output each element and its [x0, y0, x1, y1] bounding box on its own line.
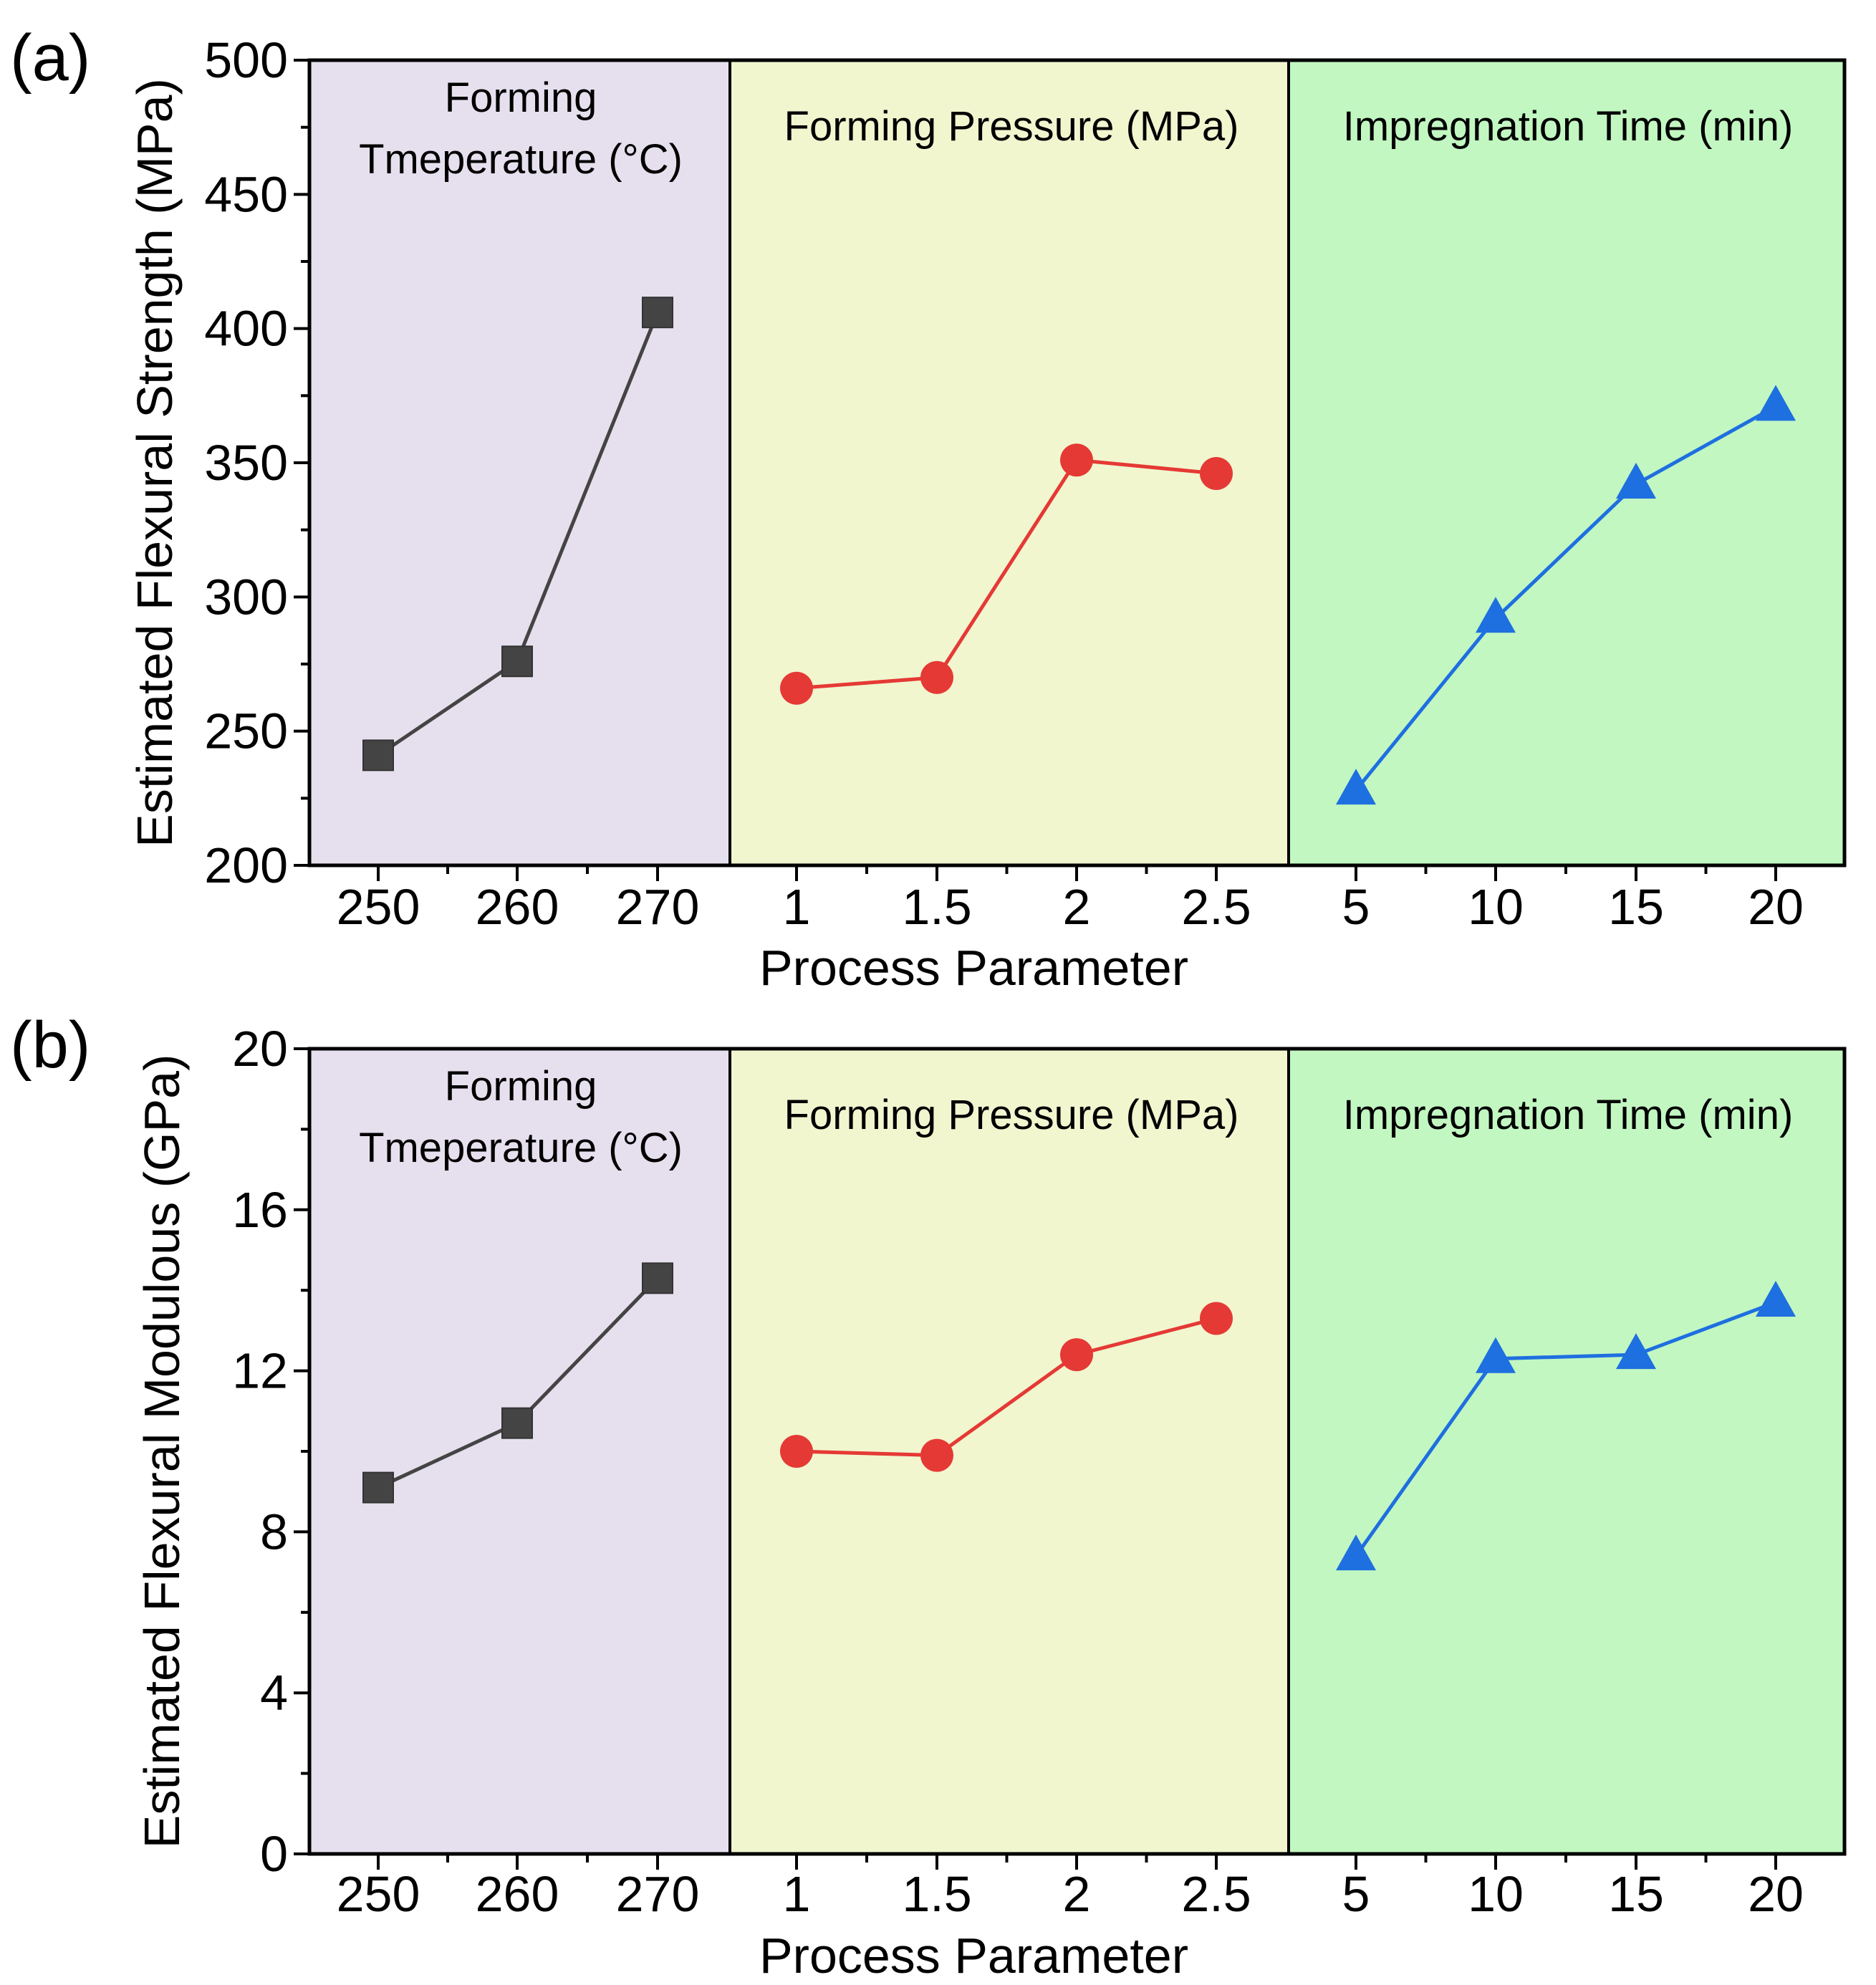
x-tick-label: 20: [1748, 879, 1804, 935]
data-point: [1616, 462, 1656, 499]
x-tick-label: 1.5: [902, 1866, 971, 1922]
x-tick-label: 5: [1342, 1866, 1370, 1922]
y-tick-label: 350: [204, 435, 288, 491]
panel-label: (a): [10, 21, 90, 95]
region-label: Tmeperature (°C): [359, 136, 683, 183]
data-point: [780, 1435, 813, 1468]
data-point: [362, 739, 394, 772]
data-point: [920, 1438, 953, 1472]
y-tick-label: 8: [260, 1504, 288, 1559]
data-point: [1200, 1302, 1233, 1335]
data-point: [1060, 1338, 1093, 1372]
series-line: [1355, 405, 1777, 792]
region-label: Forming Pressure (MPa): [784, 103, 1239, 150]
region-background: [1289, 60, 1844, 865]
series-line: [796, 458, 1217, 691]
chart-panel-a: 200 250 300 350 400 450 500 250 260 270 Forming Tme…: [10, 21, 1847, 996]
region-background: [309, 60, 730, 865]
data-point: [642, 297, 673, 329]
region-label: Forming: [445, 1063, 597, 1110]
region-background: [730, 60, 1289, 865]
x-tick-label: 2.5: [1181, 879, 1251, 935]
x-tick-label: 2: [1063, 879, 1091, 935]
x-tick-label: 250: [337, 1866, 420, 1922]
y-tick-label: 4: [260, 1665, 288, 1721]
y-tick-label: 12: [232, 1343, 288, 1399]
region-background: [1289, 1049, 1844, 1854]
y-tick-label: 200: [204, 837, 288, 893]
x-tick-label: 1.5: [902, 879, 971, 935]
series-line: [1354, 1300, 1776, 1557]
data-point: [780, 671, 813, 705]
y-tick-label: 250: [204, 703, 288, 759]
region-background: [309, 1049, 730, 1854]
region-label: Impregnation Time (min): [1343, 103, 1794, 150]
x-tick-label: 260: [476, 879, 559, 935]
data-point: [1336, 1534, 1376, 1571]
data-point: [1060, 443, 1093, 477]
x-axis-title: Process Parameter: [759, 940, 1188, 996]
region-label: Tmeperature (°C): [359, 1125, 683, 1171]
data-point: [1756, 385, 1796, 421]
y-axis-title: Estimated Flexural Strength (MPa): [127, 78, 183, 847]
x-tick-label: 270: [616, 1866, 700, 1922]
data-point: [1336, 769, 1376, 805]
x-tick-label: 250: [337, 879, 420, 935]
panel-label: (b): [10, 1009, 90, 1082]
x-tick-label: 10: [1468, 1866, 1524, 1922]
data-point: [1476, 1337, 1516, 1373]
data-point: [501, 1407, 533, 1439]
data-point: [642, 1262, 673, 1294]
x-axis-title: Process Parameter: [759, 1928, 1188, 1984]
data-point: [1476, 597, 1516, 633]
x-tick-label: 260: [476, 1866, 559, 1922]
x-tick-label: 20: [1748, 1866, 1804, 1922]
y-axis-title: Estimated Flexural Modulous (GPa): [134, 1054, 190, 1849]
data-point: [501, 645, 533, 678]
x-tick-label: 15: [1608, 879, 1664, 935]
x-tick-label: 1: [783, 1866, 811, 1922]
x-tick-label: 270: [616, 879, 700, 935]
x-tick-label: 2: [1063, 1866, 1091, 1922]
x-tick-label: 5: [1342, 879, 1370, 935]
data-point: [1616, 1333, 1656, 1370]
data-point: [1756, 1281, 1796, 1317]
data-point: [920, 660, 953, 694]
x-tick-label: 1: [783, 879, 811, 935]
y-tick-label: 0: [260, 1826, 288, 1882]
y-tick-label: 400: [204, 301, 288, 357]
region-label: Forming: [445, 75, 597, 121]
x-tick-label: 15: [1608, 1866, 1664, 1922]
y-tick-label: 300: [204, 569, 288, 625]
region-label: Impregnation Time (min): [1343, 1092, 1794, 1138]
data-point: [362, 1471, 394, 1504]
data-point: [1200, 456, 1233, 490]
series-line: [796, 1317, 1217, 1458]
y-tick-label: 20: [232, 1021, 288, 1077]
y-tick-label: 16: [232, 1182, 288, 1238]
x-tick-label: 10: [1468, 879, 1524, 935]
y-tick-label: 500: [204, 32, 288, 88]
x-tick-label: 2.5: [1181, 1866, 1251, 1922]
region-label: Forming Pressure (MPa): [784, 1092, 1239, 1138]
y-tick-label: 450: [204, 166, 288, 222]
